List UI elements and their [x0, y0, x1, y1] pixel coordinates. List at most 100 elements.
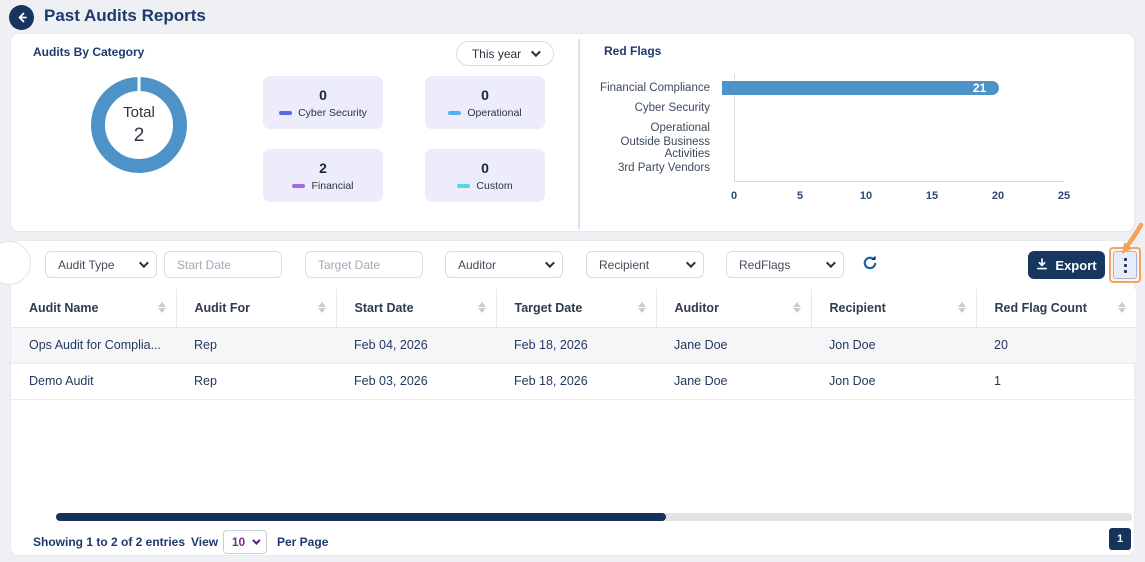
audits-total-donut-chart: Total 2 [91, 77, 187, 173]
chart-x-axis-ticks: 0 5 10 15 20 25 [730, 190, 1070, 204]
chevron-down-icon [252, 536, 261, 545]
category-label: Operational [467, 106, 522, 119]
chart-category-label: Outside Business Activities [620, 136, 711, 160]
red-flags-title: Red Flags [604, 44, 662, 58]
view-label: View [191, 535, 219, 549]
start-date-input[interactable] [164, 251, 282, 278]
audits-table-header: Audit Name Audit For Start Date Target Date… [11, 289, 1136, 328]
red-flags-chart: Red Flags Financial Compliance 21 Cyber Se… [594, 44, 1094, 234]
table-cell: Rep [176, 363, 336, 400]
chart-bar-cell [722, 158, 1052, 178]
refresh-icon [861, 255, 879, 276]
column-header-label: Target Date [514, 300, 583, 315]
chart-bar-cell [722, 98, 1052, 118]
table-row[interactable]: Demo Audit Rep Feb 03, 2026 Feb 18, 2026 Jan… [11, 363, 1136, 400]
category-color-dash [292, 183, 306, 188]
summary-panel: Audits By Category Total 2 0 Cyber Securi… [10, 33, 1135, 232]
category-label: Financial [311, 179, 354, 192]
panel-divider [578, 39, 580, 229]
table-cell: Jane Doe [656, 363, 811, 400]
table-cell: Feb 18, 2026 [496, 363, 656, 400]
table-cell: Demo Audit [11, 363, 176, 400]
table-cell: Jon Doe [811, 327, 976, 364]
export-button[interactable]: Export [1028, 251, 1105, 279]
horizontal-scrollbar-track[interactable] [56, 513, 1132, 521]
more-actions-button[interactable] [1113, 251, 1137, 279]
audits-table: Audit Name Audit For Start Date Target Date… [11, 289, 1136, 400]
arrow-left-icon [15, 11, 28, 24]
sort-icon[interactable] [957, 302, 966, 314]
column-header-audit-for[interactable]: Audit For [176, 289, 337, 328]
audit-type-select-value: Audit Type [58, 257, 115, 272]
chart-bar-value-label: 21 [972, 81, 987, 95]
table-cell: Feb 04, 2026 [336, 327, 496, 364]
chart-bar-cell [722, 118, 1052, 138]
donut-center-value: 2 [133, 124, 145, 146]
sort-icon[interactable] [1118, 302, 1126, 314]
sort-icon[interactable] [792, 302, 801, 314]
column-header-auditor[interactable]: Auditor [656, 289, 812, 328]
x-tick-label: 20 [991, 190, 1005, 202]
table-cell: Feb 18, 2026 [496, 327, 656, 364]
chart-plot-area [734, 74, 1064, 182]
x-tick-label: 15 [925, 190, 939, 202]
table-cell: Rep [176, 327, 336, 364]
category-card-financial: 2 Financial [263, 149, 383, 202]
pagination-page-1-button[interactable]: 1 [1109, 528, 1131, 550]
column-header-red-flag-count[interactable]: Red Flag Count [976, 289, 1136, 328]
audit-type-select[interactable]: Audit Type [45, 251, 157, 278]
sort-icon[interactable] [477, 302, 486, 314]
column-header-start-date[interactable]: Start Date [336, 289, 497, 328]
auditor-select-value: Auditor [458, 257, 497, 272]
page-title: Past Audits Reports [44, 6, 206, 25]
chart-row-outside-business-activities: Outside Business Activities [594, 136, 1052, 160]
target-date-input[interactable] [305, 251, 423, 278]
per-page-select[interactable]: 10 [223, 530, 267, 554]
column-header-label: Audit For [194, 300, 251, 315]
category-count: 2 [319, 159, 327, 176]
table-cell: Ops Audit for Complia... [11, 327, 176, 364]
sort-icon[interactable] [637, 302, 646, 314]
category-cards: 0 Cyber Security 0 Operational 2 Financial 0 Cu… [263, 76, 545, 202]
category-label: Cyber Security [298, 106, 367, 119]
x-tick-label: 0 [730, 190, 738, 202]
back-button[interactable] [9, 5, 34, 30]
horizontal-scrollbar-thumb[interactable] [56, 513, 666, 521]
refresh-button[interactable] [861, 254, 881, 274]
per-page-select-value: 10 [231, 535, 246, 549]
table-cell: 20 [976, 327, 1136, 364]
category-card-cyber-security: 0 Cyber Security [263, 76, 383, 129]
recipient-select[interactable]: Recipient [586, 251, 704, 278]
column-header-label: Start Date [354, 300, 414, 315]
kebab-icon [1123, 257, 1127, 261]
kebab-highlight-box [1109, 247, 1141, 283]
entries-summary: Showing 1 to 2 of 2 entries [33, 535, 186, 549]
period-select[interactable]: This year [456, 41, 554, 66]
category-label: Custom [476, 179, 513, 192]
column-header-recipient[interactable]: Recipient [811, 289, 977, 328]
redflags-select[interactable]: RedFlags [726, 251, 844, 278]
chevron-down-icon [138, 258, 149, 269]
chart-row-operational: Operational [594, 118, 1052, 138]
chevron-down-icon [685, 258, 696, 269]
column-header-target-date[interactable]: Target Date [496, 289, 657, 328]
table-row[interactable]: Ops Audit for Complia... Rep Feb 04, 2026 F… [11, 327, 1136, 364]
export-button-label: Export [1055, 257, 1097, 273]
column-header-audit-name[interactable]: Audit Name [11, 289, 177, 328]
category-card-custom: 0 Custom [425, 149, 545, 202]
column-header-label: Audit Name [29, 300, 99, 315]
auditor-select[interactable]: Auditor [445, 251, 563, 278]
per-page-label: Per Page [277, 535, 329, 549]
chart-category-label: Cyber Security [634, 102, 710, 114]
period-select-value: This year [471, 46, 522, 61]
chevron-down-icon [531, 47, 542, 58]
chevron-down-icon [544, 258, 555, 269]
donut-center-label: Total [123, 103, 155, 121]
sort-icon[interactable] [317, 302, 326, 314]
category-color-dash [448, 110, 462, 115]
chart-bar: 21 [722, 81, 1000, 95]
sort-icon[interactable] [157, 302, 166, 314]
edge-floating-button[interactable] [0, 241, 31, 285]
chart-row-cyber-security: Cyber Security [594, 98, 1052, 118]
